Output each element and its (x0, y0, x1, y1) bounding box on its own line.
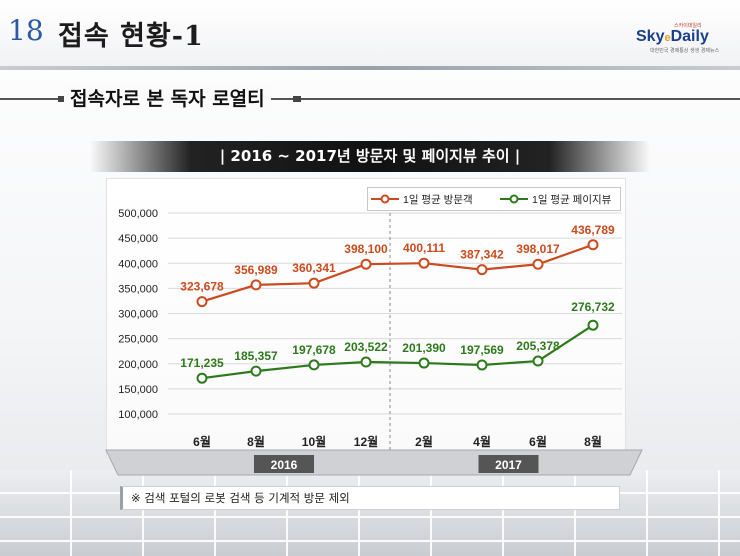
series-line (201, 324, 594, 380)
subtitle-rule (0, 98, 740, 100)
data-label: 197,678 (292, 343, 336, 357)
y-tick-label: 200,000 (118, 359, 158, 371)
data-point (418, 257, 430, 269)
data-label: 387,342 (460, 248, 504, 262)
y-tick-label: 400,000 (118, 258, 158, 270)
legend-label: 1일 평균 페이지뷰 (532, 193, 612, 206)
data-point (532, 355, 544, 367)
logo-top-text: 스카이데일리 (674, 23, 702, 29)
y-tick-label: 350,000 (118, 283, 158, 295)
data-point (476, 359, 488, 371)
x-tick-label: 6월 (529, 434, 547, 449)
logo-sub-text: 대한민국 경제통상 생생 경제뉴스 (650, 48, 720, 54)
skydaily-logo: 스카이데일리 SkyeDaily 대한민국 경제통상 생생 경제뉴스 (636, 22, 732, 54)
data-point (250, 365, 262, 377)
x-tick-label: 8월 (247, 434, 265, 449)
subtitle: 접속자로 본 독자 로열티 (64, 84, 271, 111)
data-label: 398,017 (516, 242, 560, 256)
data-label: 205,378 (516, 339, 560, 353)
slide-number: 18 (8, 14, 44, 47)
data-point (308, 277, 320, 289)
data-point (418, 357, 430, 369)
data-label: 356,989 (234, 263, 278, 277)
y-tick-label: 250,000 (118, 334, 158, 346)
data-point (587, 239, 599, 251)
y-tick-label: 100,000 (118, 409, 158, 421)
x-tick-label: 6월 (193, 434, 211, 449)
data-label: 360,341 (292, 261, 336, 275)
series-line (201, 243, 594, 303)
x-tick-label: 2월 (415, 434, 433, 449)
data-point (250, 279, 262, 291)
y-tick-label: 450,000 (118, 233, 158, 245)
data-label: 197,569 (460, 343, 504, 357)
x-tick-label: 8월 (584, 434, 602, 449)
chart-panel (106, 178, 626, 458)
year-label-box (478, 455, 539, 473)
year-label: 2017 (495, 458, 522, 472)
data-label: 171,235 (180, 356, 224, 370)
data-label: 185,357 (234, 349, 278, 363)
year-axis-bar (105, 449, 643, 476)
year-label-box (254, 455, 314, 473)
data-point (532, 258, 544, 270)
year-label: 2016 (271, 458, 298, 472)
x-tick-label: 12월 (354, 434, 378, 449)
data-label: 201,390 (402, 341, 446, 355)
legend-box (367, 187, 621, 211)
data-label: 436,789 (571, 223, 615, 237)
data-point (360, 356, 372, 368)
line-chart: 500,000 450,000 400,000 350,000 300,000 250,0… (105, 193, 643, 476)
slide-title: 접속 현황-1 (58, 21, 204, 52)
data-label: 203,522 (344, 340, 388, 354)
data-point (360, 258, 372, 270)
floor-background (0, 470, 740, 556)
y-tick-label: 500,000 (118, 208, 158, 220)
chart-title: | 2016 ~ 2017년 방문자 및 페이지뷰 추이 | (219, 147, 521, 165)
y-tick-label: 300,000 (118, 309, 158, 321)
y-tick-label: 150,000 (118, 384, 158, 396)
x-tick-label: 10월 (302, 434, 326, 449)
logo-main-text: SkyeDaily (636, 28, 709, 45)
data-point (196, 372, 208, 384)
header-divider (0, 66, 740, 70)
data-point (196, 296, 208, 308)
legend-marker (509, 194, 519, 204)
data-label: 323,678 (180, 280, 224, 294)
legend-label: 1일 평균 방문객 (403, 193, 473, 206)
subtitle-bullet-right (293, 96, 301, 102)
chart-banner (90, 141, 650, 172)
data-point (308, 359, 320, 371)
data-label: 276,732 (571, 300, 615, 314)
data-point (587, 319, 599, 331)
legend-marker (380, 194, 390, 204)
data-label: 400,111 (403, 241, 445, 255)
subtitle-bullet-left (58, 96, 66, 102)
footnote: ※ 검색 포털의 로봇 검색 등 기계적 방문 제외 (120, 486, 620, 510)
data-point (476, 264, 488, 276)
data-label: 398,100 (344, 242, 388, 256)
x-tick-label: 4월 (473, 434, 491, 449)
